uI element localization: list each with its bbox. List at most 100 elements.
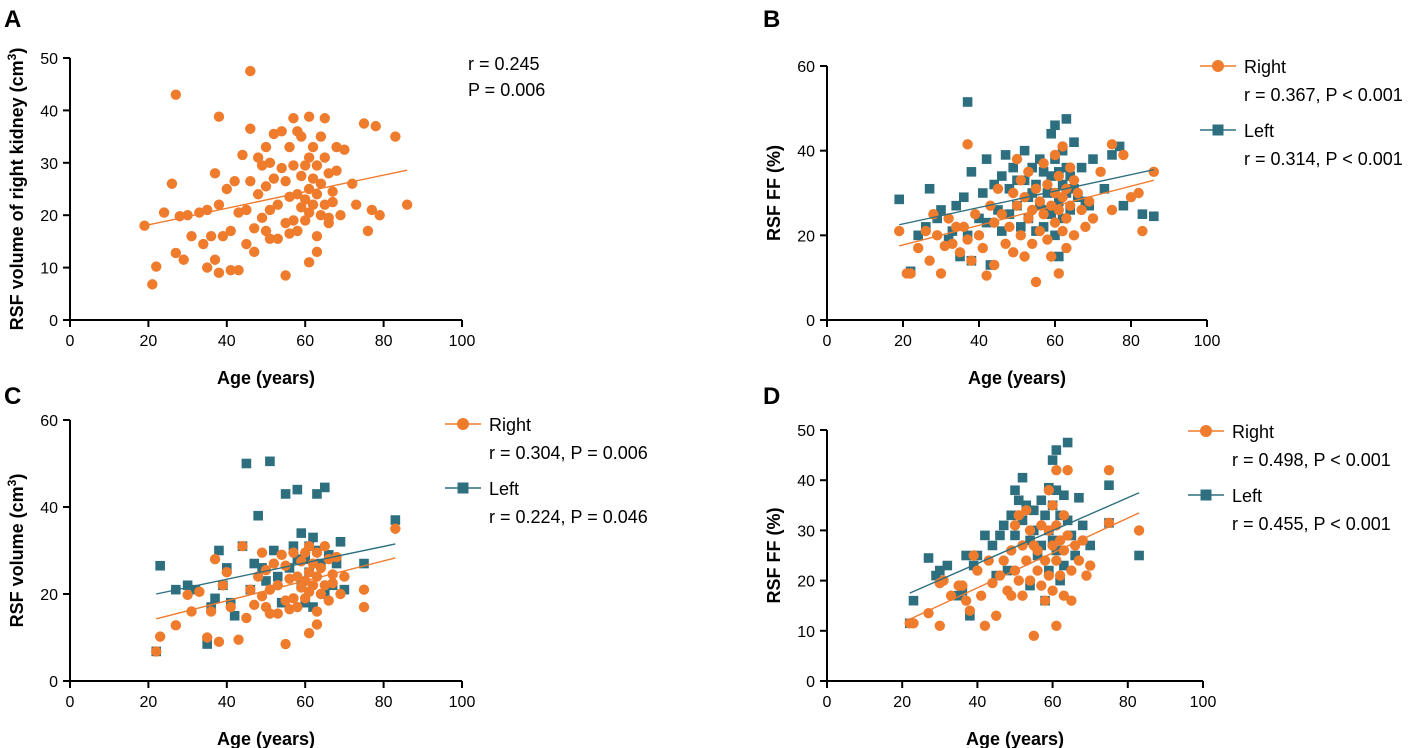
data-point-right-a xyxy=(303,257,315,268)
data-point-left-d xyxy=(1070,550,1080,561)
legend-marker-left-c xyxy=(457,482,469,494)
data-point-right-a xyxy=(147,279,158,290)
data-point-right-c xyxy=(288,547,299,558)
data-point-right-b xyxy=(1015,230,1026,241)
data-point-right-d xyxy=(1058,590,1070,601)
data-point-right-b xyxy=(989,217,1000,228)
data-point-right-a xyxy=(256,160,268,171)
x-tick-label-a: 20 xyxy=(140,333,158,350)
data-point-left-d xyxy=(1040,510,1050,521)
data-point-left-c xyxy=(339,584,350,595)
y-tick-label-c: 40 xyxy=(40,500,58,517)
data-point-left-b xyxy=(981,217,992,228)
data-point-left-c xyxy=(265,456,275,467)
data-point-right-a xyxy=(350,199,362,210)
x-tick-label-a: 0 xyxy=(66,333,75,350)
data-point-right-c xyxy=(335,588,346,600)
data-point-right-a xyxy=(170,89,182,100)
data-point-right-b xyxy=(1000,238,1011,249)
y-tick-label-d: 30 xyxy=(797,523,815,540)
legend-stat-right-b: r = 0.367, P < 0.001 xyxy=(1244,85,1403,105)
data-point-left-b xyxy=(1027,188,1037,198)
x-tick-label-a: 40 xyxy=(218,333,236,350)
data-point-right-d xyxy=(1066,595,1077,606)
data-point-left-c xyxy=(331,558,342,569)
data-point-right-b xyxy=(894,225,905,237)
y-tick-label-d: 10 xyxy=(797,624,815,641)
data-point-right-b xyxy=(1118,149,1129,161)
x-tick-label-b: 100 xyxy=(1194,333,1221,350)
data-point-right-d xyxy=(960,595,972,606)
data-point-right-a xyxy=(264,204,276,216)
data-point-right-a xyxy=(245,175,256,187)
data-point-right-b xyxy=(1068,175,1080,186)
data-point-right-a xyxy=(339,144,350,155)
data-point-right-d xyxy=(998,555,1009,566)
legend-label-left-c: Left xyxy=(489,479,519,499)
data-point-left-c xyxy=(155,560,165,571)
data-point-right-d xyxy=(1103,464,1115,476)
data-point-right-a xyxy=(303,207,315,218)
data-point-right-d xyxy=(1024,525,1036,536)
data-point-right-a xyxy=(296,170,307,182)
data-point-right-a xyxy=(284,228,295,239)
data-point-left-b xyxy=(974,213,984,224)
data-point-left-c xyxy=(202,639,212,649)
data-point-left-d xyxy=(1017,472,1028,483)
data-point-right-a xyxy=(209,254,221,265)
data-point-right-b xyxy=(1053,204,1065,216)
data-point-left-d xyxy=(1059,560,1069,571)
data-point-right-b xyxy=(1076,204,1087,216)
data-point-right-a xyxy=(347,178,358,189)
data-point-right-a xyxy=(327,186,338,197)
data-point-left-d xyxy=(1051,485,1062,496)
legend-stat-right-d: r = 0.498, P < 0.001 xyxy=(1232,450,1391,470)
data-point-left-b xyxy=(1065,171,1075,181)
data-point-left-b xyxy=(1004,209,1015,219)
data-point-right-a xyxy=(268,128,280,140)
data-point-right-a xyxy=(300,194,311,205)
data-point-right-c xyxy=(194,586,205,598)
stats-line-a-1: r = 0.245 xyxy=(468,54,540,74)
data-point-right-a xyxy=(331,141,342,153)
data-point-right-a xyxy=(260,181,272,192)
y-tick-label-d: 50 xyxy=(797,423,815,440)
data-point-left-c xyxy=(335,537,346,547)
panel-letter-a: A xyxy=(4,6,21,33)
legend-marker-right-d xyxy=(1200,425,1212,437)
data-point-left-d xyxy=(923,553,934,563)
data-point-left-b xyxy=(1027,162,1037,173)
data-point-right-d xyxy=(1133,525,1145,536)
data-point-right-b xyxy=(1015,175,1026,186)
data-point-left-b xyxy=(1118,200,1129,211)
data-point-right-d xyxy=(1043,570,1055,581)
data-point-right-d xyxy=(1036,520,1047,531)
stats-line-a-2: P = 0.006 xyxy=(468,80,545,100)
data-point-right-a xyxy=(374,210,385,221)
legend-marker-right-c xyxy=(457,418,469,430)
data-point-right-c xyxy=(280,595,291,606)
data-point-left-b xyxy=(1004,183,1015,194)
data-point-right-d xyxy=(1009,520,1021,531)
data-point-left-c xyxy=(253,510,263,521)
data-point-left-d xyxy=(1085,540,1095,551)
data-point-left-d xyxy=(1062,515,1073,526)
data-point-right-a xyxy=(303,111,315,122)
data-point-right-c xyxy=(182,589,193,601)
data-point-right-b xyxy=(947,238,958,249)
data-point-right-b xyxy=(1004,221,1015,233)
data-point-left-b xyxy=(1019,145,1030,156)
fit-line-right-d xyxy=(909,512,1140,620)
data-point-right-c xyxy=(237,540,248,552)
data-point-left-d xyxy=(1006,510,1017,521)
data-point-right-b xyxy=(1019,251,1030,262)
data-point-right-a xyxy=(307,173,319,184)
data-point-left-c xyxy=(229,610,240,621)
data-point-left-b xyxy=(989,179,999,190)
data-point-right-a xyxy=(307,141,319,153)
data-point-right-b xyxy=(1027,238,1038,249)
data-point-left-b xyxy=(997,226,1007,236)
data-point-right-b xyxy=(1095,166,1106,178)
x-tick-label-b: 0 xyxy=(823,333,832,350)
